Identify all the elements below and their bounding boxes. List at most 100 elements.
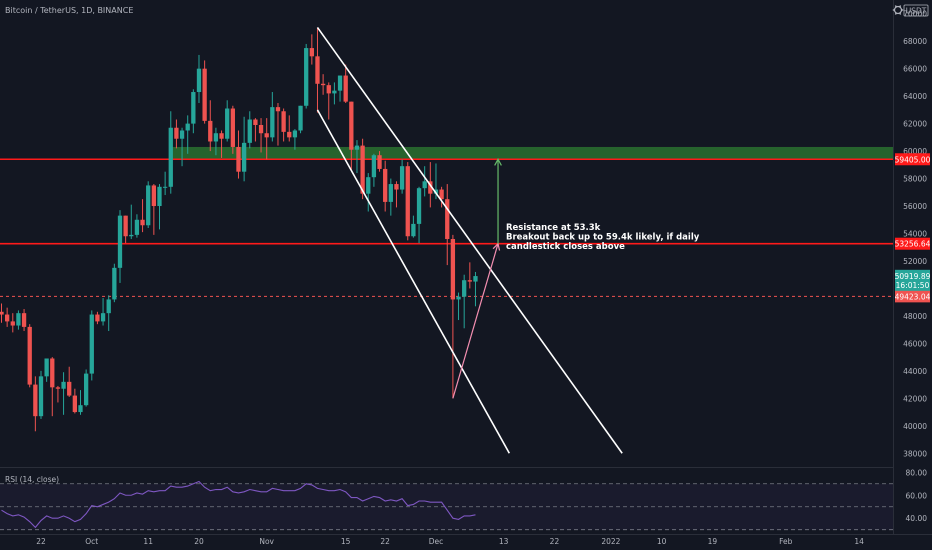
candle[interactable]	[445, 184, 450, 266]
candle[interactable]	[4, 307, 10, 327]
candle[interactable]	[55, 385, 61, 403]
candle[interactable]	[304, 43, 309, 109]
candle[interactable]	[112, 263, 117, 303]
candle[interactable]	[38, 370, 44, 419]
candle[interactable]	[213, 127, 219, 156]
candle[interactable]	[185, 115, 190, 154]
price-tick-label: 46000	[903, 339, 927, 348]
channel-trendline[interactable]	[316, 27, 623, 454]
candle[interactable]	[309, 34, 314, 65]
candle[interactable]	[219, 130, 224, 158]
candle[interactable]	[230, 105, 235, 154]
candle[interactable]	[208, 100, 213, 152]
candle[interactable]	[168, 111, 173, 194]
candle[interactable]	[326, 82, 331, 120]
candle[interactable]	[21, 309, 27, 332]
candle[interactable]	[275, 103, 281, 146]
candle[interactable]	[50, 357, 55, 417]
candle[interactable]	[354, 140, 360, 174]
candle[interactable]	[270, 92, 275, 142]
candle[interactable]	[123, 215, 128, 244]
candle[interactable]	[371, 153, 377, 187]
candle[interactable]	[366, 173, 371, 212]
candle[interactable]	[247, 111, 252, 149]
current-price-label: 50919.89	[895, 272, 931, 281]
candle[interactable]	[157, 184, 162, 230]
candle[interactable]	[129, 204, 134, 239]
candle[interactable]	[117, 210, 123, 283]
candle[interactable]	[405, 162, 410, 241]
candle[interactable]	[416, 186, 422, 244]
candle[interactable]	[388, 178, 393, 216]
candle[interactable]	[383, 160, 388, 212]
candle[interactable]	[67, 366, 72, 397]
candle-body	[253, 119, 258, 125]
currency-label: USDT	[906, 7, 927, 16]
candle[interactable]	[343, 64, 348, 104]
candle[interactable]	[0, 303, 4, 323]
candle[interactable]	[95, 311, 100, 325]
candle-body	[106, 299, 111, 314]
candle[interactable]	[337, 75, 343, 102]
candle[interactable]	[33, 376, 38, 432]
candle[interactable]	[253, 118, 258, 142]
candle[interactable]	[411, 215, 416, 238]
candle[interactable]	[78, 390, 83, 415]
candle[interactable]	[44, 358, 49, 382]
candle-body	[21, 313, 27, 327]
candle[interactable]	[61, 372, 66, 415]
candle[interactable]	[140, 199, 145, 233]
candle[interactable]	[450, 234, 456, 399]
currency-box[interactable]	[903, 4, 929, 17]
projection-arrow[interactable]	[452, 243, 499, 399]
candle[interactable]	[377, 151, 382, 172]
candle[interactable]	[467, 262, 472, 289]
candle[interactable]	[72, 388, 77, 414]
candle[interactable]	[236, 130, 241, 179]
candle-body	[112, 267, 117, 300]
rsi-title: RSI (14, close)	[5, 475, 59, 484]
candle[interactable]	[151, 184, 156, 235]
candle[interactable]	[10, 313, 15, 333]
candle[interactable]	[134, 214, 140, 238]
candle[interactable]	[281, 108, 286, 142]
candle[interactable]	[422, 166, 427, 197]
candle[interactable]	[320, 74, 326, 95]
candle[interactable]	[315, 27, 320, 113]
candle[interactable]	[264, 118, 269, 160]
candle[interactable]	[89, 310, 94, 381]
candle[interactable]	[241, 116, 247, 182]
candle[interactable]	[298, 105, 303, 134]
candle[interactable]	[196, 54, 202, 104]
candle[interactable]	[179, 127, 185, 167]
candle[interactable]	[100, 298, 106, 326]
candle[interactable]	[287, 115, 292, 142]
candle[interactable]	[27, 324, 32, 388]
candle[interactable]	[191, 89, 196, 134]
rsi-line[interactable]	[1, 480, 476, 529]
gear-icon[interactable]	[892, 5, 904, 15]
candle[interactable]	[83, 369, 89, 407]
candle[interactable]	[258, 118, 264, 153]
candle[interactable]	[399, 159, 405, 194]
candle[interactable]	[106, 295, 111, 332]
candle[interactable]	[292, 129, 298, 150]
candle[interactable]	[162, 171, 168, 196]
candle[interactable]	[462, 274, 467, 329]
candle-body	[191, 92, 196, 124]
candle[interactable]	[349, 101, 354, 171]
candle[interactable]	[473, 271, 478, 307]
candle[interactable]	[146, 181, 151, 229]
candle[interactable]	[332, 82, 337, 105]
candle-body	[44, 358, 49, 377]
candle[interactable]	[439, 186, 444, 208]
candle[interactable]	[174, 119, 179, 149]
candle[interactable]	[225, 100, 230, 142]
price-tick-label: 60000	[903, 147, 927, 156]
candle[interactable]	[16, 310, 21, 330]
candle[interactable]	[456, 292, 461, 321]
candle[interactable]	[202, 60, 207, 124]
candle[interactable]	[394, 181, 399, 208]
channel-trendline[interactable]	[316, 109, 511, 454]
